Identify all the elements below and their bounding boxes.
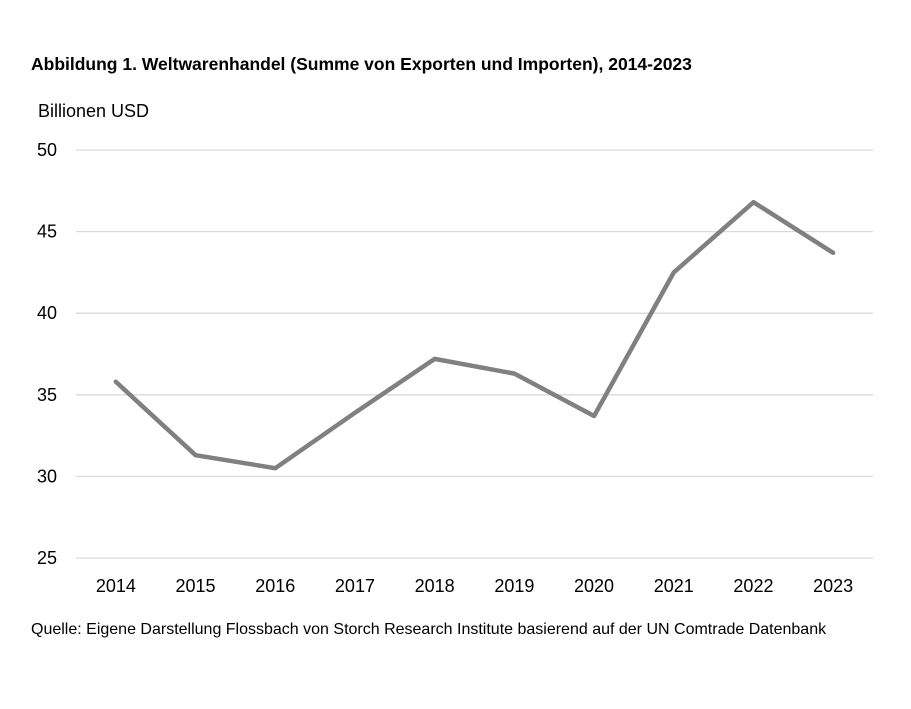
x-tick-label: 2020 bbox=[574, 576, 614, 596]
x-tick-label: 2023 bbox=[813, 576, 853, 596]
y-tick-label: 40 bbox=[37, 303, 57, 323]
x-tick-label: 2015 bbox=[176, 576, 216, 596]
x-tick-label: 2016 bbox=[255, 576, 295, 596]
x-tick-label: 2022 bbox=[733, 576, 773, 596]
y-tick-label: 25 bbox=[37, 548, 57, 568]
chart-title: Abbildung 1. Weltwarenhandel (Summe von … bbox=[31, 54, 692, 74]
source-note: Quelle: Eigene Darstellung Flossbach von… bbox=[31, 621, 827, 638]
series-layer bbox=[113, 199, 836, 471]
y-axis-ticks: 25 30 35 40 45 50 bbox=[37, 140, 57, 568]
x-tick-label: 2021 bbox=[654, 576, 694, 596]
y-tick-label: 30 bbox=[37, 466, 57, 486]
x-tick-label: 2019 bbox=[494, 576, 534, 596]
x-tick-label: 2014 bbox=[96, 576, 136, 596]
x-tick-label: 2017 bbox=[335, 576, 375, 596]
y-axis-unit-label: Billionen USD bbox=[38, 101, 150, 121]
gridlines bbox=[76, 149, 873, 559]
series-line bbox=[113, 199, 836, 471]
x-axis-ticks: 2014 2015 2016 2017 2018 2019 2020 2021 2022 2023 bbox=[96, 576, 853, 596]
y-tick-label: 45 bbox=[37, 222, 57, 242]
y-tick-label: 50 bbox=[37, 140, 57, 160]
x-tick-label: 2018 bbox=[415, 576, 455, 596]
y-tick-label: 35 bbox=[37, 385, 57, 405]
